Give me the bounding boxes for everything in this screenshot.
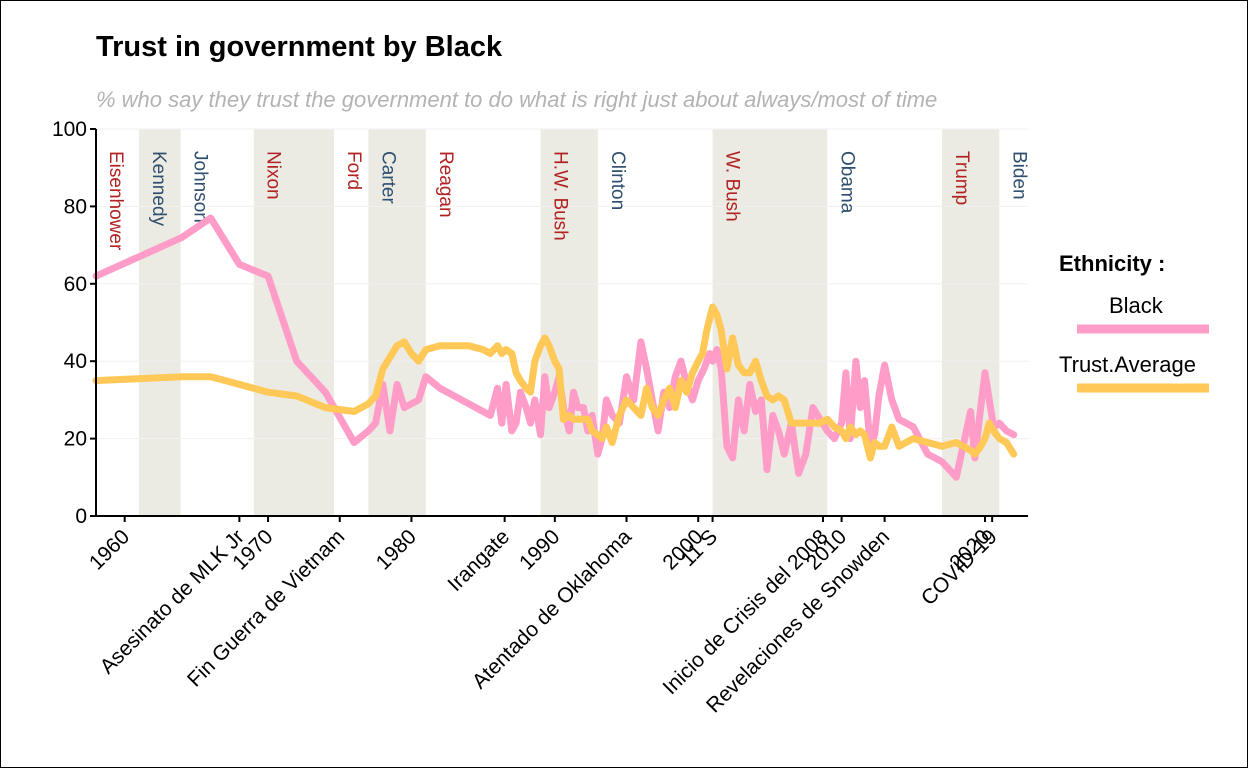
- y-tick-label-0: 0: [75, 505, 87, 528]
- president-band-carter: [368, 129, 426, 516]
- president-label-trump: Trump: [951, 151, 972, 205]
- legend-label-trust-average: Trust.Average: [1059, 352, 1196, 377]
- legend-label-black: Black: [1109, 293, 1163, 318]
- president-band-nixon: [253, 129, 335, 516]
- president-label-johnson: Johnson: [190, 151, 211, 223]
- president-band-kennedy: [139, 129, 181, 516]
- y-tick-label-100: 100: [52, 118, 87, 141]
- president-band-h-w-bush: [540, 129, 598, 516]
- president-label-reagan: Reagan: [435, 151, 456, 218]
- x-tick-label-1960: 1960: [85, 525, 134, 574]
- y-tick-label-20: 20: [64, 428, 87, 451]
- president-label-w-bush: W. Bush: [722, 151, 743, 222]
- president-label-kennedy: Kennedy: [148, 151, 169, 227]
- president-label-h-w-bush: H.W. Bush: [549, 151, 570, 241]
- president-label-carter: Carter: [377, 151, 398, 204]
- president-label-nixon: Nixon: [263, 151, 284, 200]
- legend-title: Ethnicity :: [1059, 251, 1166, 276]
- y-tick-label-60: 60: [64, 273, 87, 296]
- president-label-eisenhower: Eisenhower: [105, 151, 126, 251]
- president-label-obama: Obama: [836, 151, 857, 214]
- chart-title: Trust in government by Black: [96, 31, 503, 63]
- y-tick-label-80: 80: [64, 195, 87, 218]
- president-label-ford: Ford: [343, 151, 364, 190]
- y-tick-label-40: 40: [64, 350, 87, 373]
- x-tick-label-1980: 1980: [372, 525, 421, 574]
- president-label-biden: Biden: [1008, 151, 1029, 200]
- series-line-trust-average: [92, 303, 1018, 462]
- president-label-clinton: Clinton: [607, 151, 628, 210]
- event-label-covid-19: COVID-19: [917, 525, 1002, 610]
- x-tick-label-1990: 1990: [515, 525, 564, 574]
- chart-subtitle: % who say they trust the government to d…: [96, 87, 938, 112]
- event-label-irangate: Irangate: [443, 525, 514, 596]
